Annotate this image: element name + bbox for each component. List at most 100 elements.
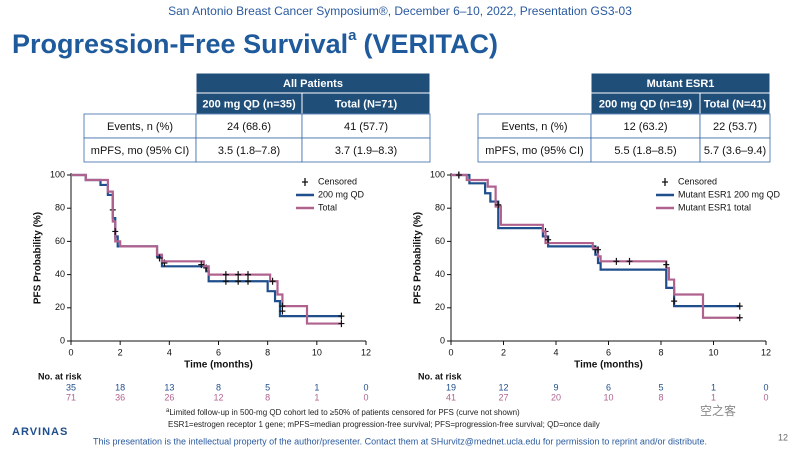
table-cell xyxy=(477,113,592,139)
table-cell-text: 3.5 (1.8–7.8) xyxy=(218,145,280,157)
at-risk-value: 8 xyxy=(216,382,221,392)
censor-mark xyxy=(245,277,251,285)
table-cell-text: mPFS, mo (95% CI) xyxy=(91,145,189,157)
table-cell-text: 3.7 (1.9–8.3) xyxy=(335,145,397,157)
censor-mark xyxy=(338,312,345,320)
table-cell xyxy=(699,137,771,163)
censor-mark xyxy=(545,236,552,244)
table-cell-text: mPFS, mo (95% CI) xyxy=(485,145,583,157)
at-risk-value: 0 xyxy=(763,392,768,402)
legend-censor-symbol xyxy=(662,178,668,186)
title-rest: (VERITAC) xyxy=(363,29,498,59)
page-number: 12 xyxy=(778,432,788,442)
at-risk-value: 27 xyxy=(498,392,508,402)
table-cell-text: Events, n (%) xyxy=(107,121,173,133)
at-risk-value: 0 xyxy=(363,382,368,392)
table-cell-text: 22 (53.7) xyxy=(713,121,757,133)
table-cell-text: 41 (57.7) xyxy=(344,121,388,133)
at-risk-value: 13 xyxy=(164,382,174,392)
at-risk-value: 35 xyxy=(66,382,76,392)
at-risk-value: 9 xyxy=(553,382,558,392)
x-axis-label: Time (months) xyxy=(184,360,253,371)
at-risk-value: 36 xyxy=(115,392,125,402)
censor-mark xyxy=(736,302,743,310)
x-tick-label: 10 xyxy=(708,347,718,357)
table-cell xyxy=(477,137,592,163)
table-column-header: Total (N=71) xyxy=(335,98,398,110)
at-risk-label: No. at risk xyxy=(418,371,463,381)
footnote: aLimited follow-up in 500-mg QD cohort l… xyxy=(166,408,520,418)
at-risk-value: 8 xyxy=(265,392,270,402)
censor-mark xyxy=(338,320,345,328)
table-cell-text: Events, n (%) xyxy=(501,121,567,133)
at-risk-value: 6 xyxy=(606,382,611,392)
legend-label: Mutant ESR1 200 mg QD xyxy=(678,189,781,199)
y-tick-label: 0 xyxy=(440,335,445,345)
x-tick-label: 12 xyxy=(761,347,771,357)
y-tick-label: 100 xyxy=(430,169,445,179)
legend-label: 200 mg QD xyxy=(318,189,365,199)
footer: This presentation is the intellectual pr… xyxy=(93,436,707,446)
at-risk-value: 0 xyxy=(363,392,368,402)
y-axis-label: PFS Probability (%) xyxy=(413,212,424,304)
censor-mark xyxy=(222,277,229,285)
table-column-header: Total (N=41) xyxy=(704,98,767,110)
censor-mark xyxy=(222,271,229,279)
legend-label: Censored xyxy=(678,176,717,186)
x-tick-label: 2 xyxy=(501,347,506,357)
title-text: Progression-Free Survival xyxy=(12,29,348,59)
x-tick-label: 0 xyxy=(448,347,453,357)
survival-curve xyxy=(71,173,342,325)
footnote-text: Limited follow-up in 500-mg QD cohort le… xyxy=(169,408,520,417)
censor-mark xyxy=(269,277,276,285)
table-column-header: 200 mg QD (n=35) xyxy=(202,98,296,110)
legend-censor-symbol xyxy=(302,178,308,186)
x-tick-label: 2 xyxy=(118,347,123,357)
y-tick-label: 40 xyxy=(55,269,65,279)
title: Progression-Free Survivala (VERITAC) xyxy=(12,27,498,59)
y-axis-label: PFS Probability (%) xyxy=(33,212,44,304)
x-axis-label: Time (months) xyxy=(574,360,643,371)
censor-mark xyxy=(245,271,251,279)
x-tick-label: 10 xyxy=(312,347,322,357)
y-tick-label: 80 xyxy=(55,203,65,213)
logo: ARVINAS xyxy=(12,426,68,438)
footnote-sup: a xyxy=(166,408,170,414)
table-cell xyxy=(301,137,431,163)
censor-mark xyxy=(156,254,163,262)
censor-mark xyxy=(279,302,286,310)
at-risk-value: 1 xyxy=(314,382,319,392)
at-risk-label: No. at risk xyxy=(38,371,83,381)
x-tick-label: 8 xyxy=(658,347,663,357)
table-cell xyxy=(590,137,701,163)
table-cell-text: 5.5 (1.8–8.5) xyxy=(614,145,676,157)
table-header: All Patients xyxy=(283,78,343,90)
at-risk-value: 8 xyxy=(658,392,663,402)
legend-label: Total xyxy=(318,202,337,212)
legend-label: Censored xyxy=(318,176,357,186)
header: San Antonio Breast Cancer Symposium®, De… xyxy=(168,4,632,18)
y-tick-label: 100 xyxy=(50,169,65,179)
x-tick-label: 4 xyxy=(167,347,172,357)
at-risk-value: 1 xyxy=(711,382,716,392)
survival-curve xyxy=(451,173,740,319)
y-tick-label: 20 xyxy=(435,302,445,312)
y-tick-label: 80 xyxy=(435,203,445,213)
x-tick-label: 4 xyxy=(553,347,558,357)
watermark: 空之客 xyxy=(700,403,736,418)
censor-mark xyxy=(736,314,743,322)
table-cell-text: 24 (68.6) xyxy=(227,121,271,133)
at-risk-value: 12 xyxy=(498,382,508,392)
at-risk-value: 10 xyxy=(603,392,613,402)
censor-mark xyxy=(595,246,601,254)
at-risk-value: 20 xyxy=(551,392,561,402)
x-tick-label: 0 xyxy=(68,347,73,357)
censor-mark xyxy=(455,171,462,179)
censor-mark xyxy=(495,201,502,209)
at-risk-value: 1 xyxy=(711,392,716,402)
table-cell xyxy=(195,113,303,139)
at-risk-value: 18 xyxy=(115,382,125,392)
censor-mark xyxy=(235,277,242,285)
y-tick-label: 60 xyxy=(435,236,445,246)
